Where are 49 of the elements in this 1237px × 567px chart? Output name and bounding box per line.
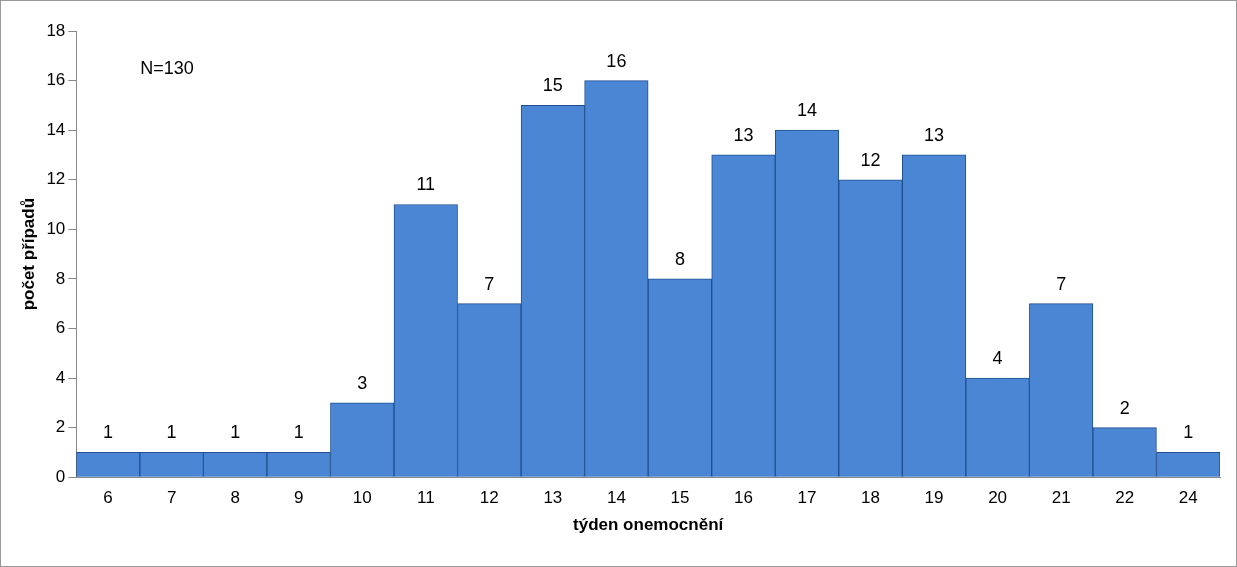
y-tick-label: 16 xyxy=(46,70,66,90)
annotation: N=130 xyxy=(140,57,194,78)
y-tick-label: 18 xyxy=(46,20,66,40)
data-label: 11 xyxy=(416,174,436,195)
data-label: 1 xyxy=(230,422,241,443)
data-label: 14 xyxy=(796,100,818,121)
x-tick-label: 12 xyxy=(479,488,499,508)
x-tick-label: 20 xyxy=(988,488,1008,508)
data-label: 16 xyxy=(606,50,627,71)
x-axis-title: týden onemocnění xyxy=(573,515,725,535)
data-label: 13 xyxy=(733,124,754,145)
data-label: 7 xyxy=(484,273,495,294)
y-tick-label: 14 xyxy=(46,119,66,139)
data-label: 1 xyxy=(293,422,304,443)
data-label: 4 xyxy=(992,348,1003,369)
data-label: 7 xyxy=(1056,273,1067,294)
x-tick-label: 24 xyxy=(1178,488,1198,508)
y-tick-label: 4 xyxy=(55,367,66,387)
x-tick-label: 18 xyxy=(861,488,880,508)
x-tick-label: 13 xyxy=(543,488,563,508)
data-label: 1 xyxy=(1183,422,1194,443)
x-tick-label: 16 xyxy=(734,488,753,508)
y-axis-title: počet případů xyxy=(18,197,38,311)
data-label: 1 xyxy=(166,422,177,443)
y-tick-label: 10 xyxy=(46,219,66,238)
data-label: 13 xyxy=(924,124,945,145)
y-tick-label: 12 xyxy=(46,169,66,189)
x-tick-label: 10 xyxy=(352,488,372,508)
x-tick-label: 8 xyxy=(230,488,240,508)
data-label: 3 xyxy=(357,372,368,393)
y-tick-label: 6 xyxy=(55,318,66,338)
y-tick-label: 8 xyxy=(55,268,66,288)
x-tick-label: 19 xyxy=(924,488,944,508)
x-tick-label: 14 xyxy=(606,488,626,508)
x-tick-label: 22 xyxy=(1115,488,1135,508)
data-label: 2 xyxy=(1119,397,1130,418)
x-tick-label: 6 xyxy=(103,488,113,508)
data-label: 12 xyxy=(860,149,881,170)
x-tick-label: 7 xyxy=(166,488,177,508)
x-tick-label: 17 xyxy=(797,488,817,508)
x-tick-label: 21 xyxy=(1051,488,1071,508)
x-tick-label: 15 xyxy=(670,488,690,508)
data-label: 8 xyxy=(674,248,685,269)
data-label: 15 xyxy=(542,75,563,96)
data-label: 1 xyxy=(103,422,114,443)
x-tick-label: 9 xyxy=(293,488,304,508)
y-tick-label: 2 xyxy=(55,417,66,437)
y-tick-label: 0 xyxy=(55,466,66,486)
x-tick-label: 11 xyxy=(416,488,435,508)
